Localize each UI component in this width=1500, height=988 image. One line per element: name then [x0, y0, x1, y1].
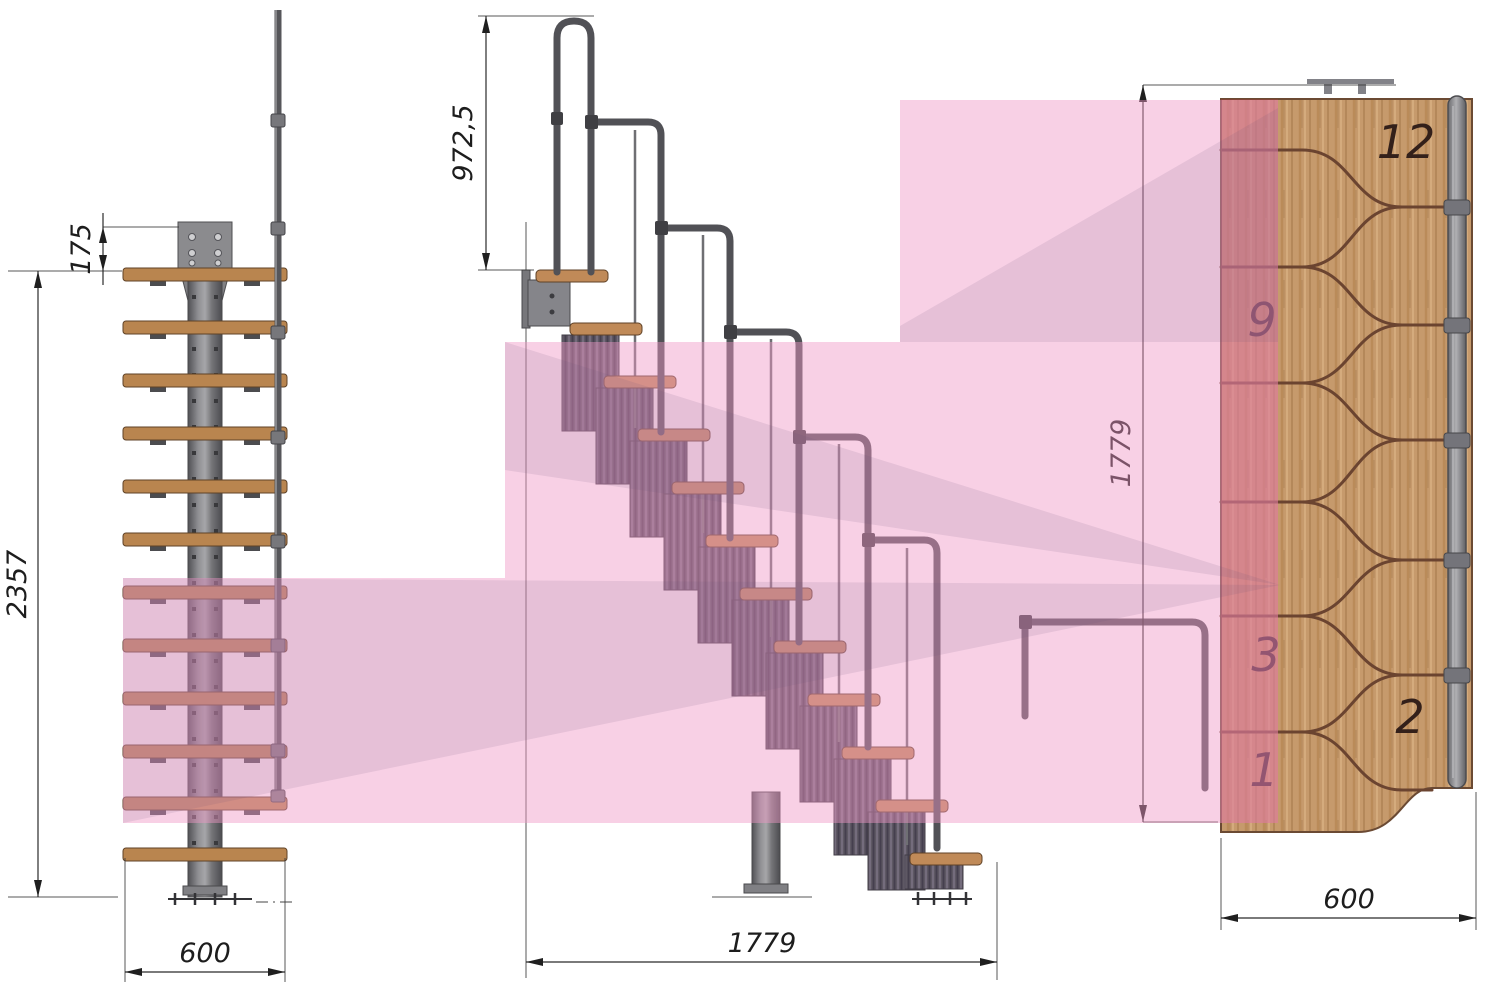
overlay-shadow-bottom [123, 578, 1280, 823]
wall-mount-plate [177, 221, 233, 271]
front-treads [122, 267, 288, 862]
dim-front-bracket-label: 175 [66, 223, 97, 275]
rail-segment-3 [657, 224, 734, 542]
dim-side-run-label: 1779 [728, 928, 797, 959]
plan-handrail [1443, 95, 1471, 789]
base-anchor-bolts [168, 893, 252, 905]
tread-number-1: 1 [1249, 743, 1278, 797]
dim-front-height: 2357 [2, 271, 42, 897]
dim-plan-length-label: 1779 [1106, 419, 1137, 488]
top-mount-block [527, 279, 571, 327]
plan-tread-numbers: 12 9 3 2 1 [1247, 115, 1435, 797]
top-rail-loop [553, 17, 595, 276]
dim-plan-width-label: 600 [1323, 884, 1375, 915]
dim-front-height-label: 2357 [2, 550, 33, 619]
tread-number-9: 9 [1247, 293, 1276, 347]
plan-board [1220, 98, 1473, 833]
dim-side-rail-label: 972,5 [448, 104, 479, 181]
plate-holes [188, 233, 222, 267]
dim-plan-width: 600 [1220, 792, 1477, 930]
dim-front-width: 600 [124, 858, 286, 982]
dim-side-run: 1779 [526, 862, 998, 980]
rail-segment-lower [1021, 618, 1209, 792]
tread-number-12: 12 [1377, 115, 1436, 169]
support-post [751, 791, 781, 889]
side-anchor-bolts [912, 892, 972, 905]
front-view: 175 2357 600 [2, 10, 292, 982]
side-railing [551, 17, 1209, 852]
rail-segment-4 [726, 328, 803, 646]
tread-number-3: 3 [1251, 628, 1280, 682]
rail-segment-6 [864, 536, 941, 852]
handrail-collars [270, 113, 286, 803]
dim-front-bracket: 175 [8, 213, 179, 285]
rail-segment-5 [795, 433, 872, 751]
overlay-shadow-top [900, 108, 1278, 342]
plan-handrail-collars [1443, 199, 1471, 684]
dim-side-rail-height: 972,5 [448, 15, 594, 271]
tread-number-2: 2 [1395, 690, 1424, 744]
tread-brackets [150, 280, 260, 815]
pink-projection-overlay [123, 100, 1280, 823]
plan-view: 12 9 3 2 1 1779 600 [1106, 79, 1477, 930]
overlay-step-zone [123, 100, 1278, 823]
plan-wall-bracket [1307, 79, 1394, 94]
dim-front-width-label: 600 [179, 938, 231, 969]
overlay-shadow-middle [505, 342, 1280, 585]
dim-plan-length: 1779 [1106, 84, 1396, 823]
rail-clamps [551, 112, 1032, 629]
column-base-flange [182, 885, 228, 896]
rail-segment-2 [587, 118, 665, 436]
support-post-flange [743, 883, 789, 894]
red-tint-band [1221, 99, 1278, 823]
side-view: 972,5 1779 [448, 15, 1209, 980]
